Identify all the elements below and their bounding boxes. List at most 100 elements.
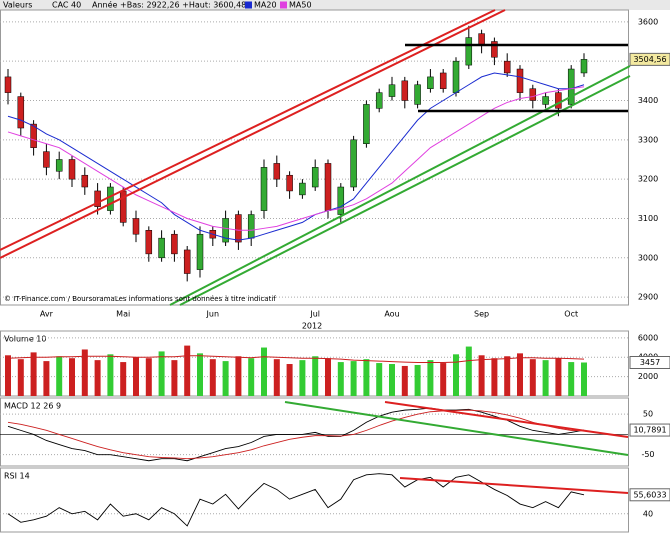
volume-bar — [107, 354, 114, 396]
header-symbol: CAC 40 — [52, 1, 81, 10]
y-tick-label: 40 — [643, 509, 653, 518]
volume-bar — [581, 362, 587, 396]
volume-bar — [273, 359, 280, 396]
candle-body — [324, 163, 332, 211]
volume-bar — [171, 360, 178, 396]
volume-bar — [17, 359, 24, 396]
candle-body — [145, 230, 153, 255]
x-tick-label: Aou — [384, 310, 399, 319]
volume-bar — [30, 352, 37, 396]
value-labels: 3504,56 3457 10,7891 55,6033 — [629, 52, 670, 502]
candle-body — [337, 186, 345, 215]
last-value-label: 10,7891 — [633, 426, 666, 435]
last-value-box — [629, 488, 670, 502]
volume-bar — [222, 361, 229, 396]
candle-body — [350, 139, 357, 188]
volume-bar — [69, 358, 75, 396]
volume-bar — [235, 356, 242, 396]
trend-line — [0, 9, 496, 251]
candle-body — [503, 60, 511, 74]
volume-bar — [363, 359, 370, 396]
volume-bar — [312, 356, 319, 396]
volume-bar — [209, 359, 216, 396]
volume-bar — [376, 363, 383, 396]
header-bar — [0, 0, 670, 10]
candle-body — [273, 163, 281, 180]
candle-body — [414, 84, 421, 105]
volume-bar — [542, 360, 549, 396]
candle-body — [94, 190, 101, 207]
candle-body — [260, 167, 268, 211]
volume-bar — [145, 358, 152, 396]
candle-body — [580, 59, 588, 74]
indicator-line — [7, 473, 585, 527]
indicator-line — [7, 409, 585, 460]
candle-body — [55, 159, 63, 172]
candle-body — [4, 76, 12, 93]
candle-body — [516, 68, 524, 93]
volume-bar — [184, 345, 191, 396]
panel-frame — [0, 467, 629, 533]
candle-body — [478, 33, 485, 46]
x-axis-label: 2012 — [302, 322, 322, 331]
candle-body — [30, 123, 37, 148]
legend-swatch — [280, 1, 287, 9]
x-tick-label: Jul — [309, 310, 320, 319]
candle-body — [363, 104, 370, 145]
last-value-label: 3457 — [640, 358, 660, 367]
volume-bar — [248, 358, 255, 396]
candle-body — [81, 174, 89, 188]
volume-bar — [261, 347, 267, 396]
candle-body — [196, 233, 204, 270]
candle-body — [286, 174, 293, 192]
trend-line — [284, 401, 629, 456]
last-value-box — [629, 423, 670, 437]
volume-bar — [555, 358, 562, 396]
volume-average — [7, 355, 585, 364]
candle-body — [183, 249, 191, 274]
candle-body — [222, 218, 229, 243]
volume-bar — [478, 355, 485, 396]
last-value-box — [629, 52, 670, 66]
last-value-label: 55,6033 — [633, 490, 666, 499]
volume-bar — [453, 354, 459, 396]
indicator-line — [7, 407, 585, 462]
y-tick-label: 3000 — [638, 253, 658, 262]
candle-body — [567, 68, 575, 105]
x-tick-label: Mai — [116, 310, 130, 319]
candle-body — [235, 214, 242, 243]
trend-lines — [0, 9, 631, 494]
candle-body — [132, 218, 140, 235]
candle-body — [17, 96, 25, 129]
volume-bar — [568, 362, 575, 396]
panel-frame — [0, 397, 629, 467]
legend-swatch — [245, 1, 252, 9]
candle-body — [158, 237, 165, 259]
plots: 29003000310032003300340035003600AvrMaiJu… — [0, 9, 658, 533]
volume-bar — [517, 353, 523, 396]
volume-bar — [81, 349, 88, 396]
volume-bar — [427, 360, 434, 396]
trend-line — [384, 401, 629, 438]
volume-bar — [491, 358, 498, 396]
candle-body — [388, 84, 396, 97]
y-tick-label: 3200 — [638, 175, 658, 184]
volume-bar — [43, 361, 50, 396]
legend-label: MA50 — [289, 1, 312, 10]
volume-bar — [504, 356, 511, 396]
volume-bar — [414, 364, 421, 396]
trend-line — [179, 75, 631, 306]
y-tick-label: 2900 — [638, 293, 658, 302]
trend-line — [399, 477, 629, 494]
x-tick-label: Sep — [474, 310, 489, 319]
volume-bar — [120, 362, 127, 396]
header-range: Année +Bas: 2922,26 +Haut: 3600,48 — [92, 0, 246, 10]
volume-bar — [94, 360, 101, 396]
volume-bar — [350, 361, 357, 396]
y-tick-label: 3100 — [638, 214, 658, 223]
candle-body — [542, 96, 549, 105]
candle-body — [401, 80, 409, 101]
candle-body — [439, 72, 447, 89]
volume-bar — [56, 356, 63, 396]
